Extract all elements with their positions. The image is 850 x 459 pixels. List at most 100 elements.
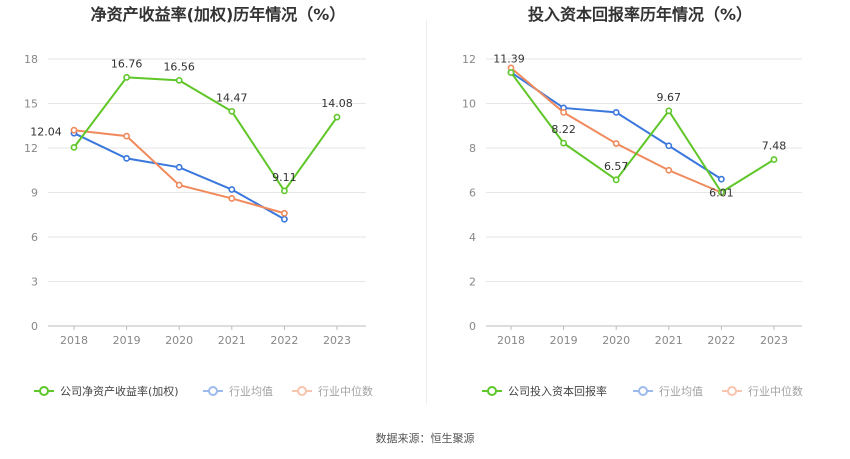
roe-point-industry_median[interactable] [123,132,130,140]
roe-x-tick-label: 2019 [113,334,141,347]
roe-y-tick-label: 9 [31,187,38,200]
roe-chart: 净资产收益率(加权)历年情况（%） 0 3 6 9 12 15 18 2018 2019 202… [24,5,373,398]
roic-legend-industry-median-label: 行业中位数 [748,384,803,398]
roic-y-tick-label: 10 [462,98,476,111]
roic-x-ticks: 2018 2019 2020 2021 2022 2023 [497,326,788,347]
roe-y-tick-label: 6 [31,231,38,244]
roe-x-tick-label: 2018 [60,334,88,347]
roe-series [70,73,341,223]
roic-data-label: 7.48 [762,140,787,153]
roe-point-industry_avg[interactable] [228,186,236,193]
roic-legend-company-label: 公司投入资本回报率 [508,384,607,398]
roic-data-labels: 11.39 8.22 6.57 9.67 6.01 7.48 [493,53,786,200]
roe-point-industry_median[interactable] [175,181,183,189]
roe-data-labels: 12.04 16.76 16.56 14.47 9.11 14.08 [30,57,353,183]
roe-point-company[interactable] [228,107,236,115]
roe-point-industry_avg[interactable] [175,163,183,171]
roic-y-ticks: 0 2 4 6 8 10 12 [462,53,476,333]
roe-x-ticks: 2018 2019 2020 2021 2022 2023 [60,326,351,347]
roe-legend-company[interactable]: 公司净资产收益率(加权) [34,384,179,398]
roic-y-tick-label: 4 [469,231,476,244]
roe-point-company[interactable] [70,144,78,151]
roe-series-line-company [73,76,338,193]
data-source: 数据来源：恒生聚源 [375,432,475,445]
roic-y-tick-label: 0 [469,320,476,333]
roic-x-tick-label: 2021 [655,334,683,347]
roic-legend-industry-avg[interactable]: 行业均值 [633,385,703,398]
roic-x-tick-label: 2023 [760,334,788,347]
roic-x-tick-label: 2020 [602,334,630,347]
roe-point-industry_median[interactable] [280,209,288,217]
roic-point-company[interactable] [612,176,620,184]
roic-legend-industry-median[interactable]: 行业中位数 [722,384,803,398]
roic-point-industry_avg[interactable] [665,142,673,150]
roic-data-label: 6.01 [709,186,734,199]
roic-point-company[interactable] [507,69,515,76]
roe-point-company[interactable] [280,187,288,195]
roe-data-label: 9.11 [272,171,297,184]
roic-series [507,64,778,196]
chart-divider [426,20,427,405]
roic-y-tick-label: 8 [469,142,476,155]
roe-y-ticks: 0 3 6 9 12 15 18 [24,53,38,333]
roe-legend-industry-avg[interactable]: 行业均值 [203,385,273,398]
roe-point-company[interactable] [333,113,341,121]
roic-point-company[interactable] [770,156,778,163]
roe-point-industry_median[interactable] [70,126,78,134]
roe-grid [48,58,366,327]
roe-series-line-industry_avg [73,132,285,221]
roic-point-company[interactable] [560,139,567,147]
roic-grid [486,58,802,327]
roe-point-industry_avg[interactable] [123,154,130,162]
roic-chart: 投入资本回报率历年情况（%） 0 2 4 6 8 10 12 2018 2019 2020 202… [462,5,803,398]
roe-x-tick-label: 2023 [323,334,351,347]
roic-legend-industry-avg-label: 行业均值 [659,385,703,398]
roe-x-tick-label: 2021 [218,334,246,347]
roe-point-industry_avg[interactable] [280,215,288,223]
roic-data-label: 9.67 [657,91,682,104]
roic-x-tick-label: 2019 [550,334,578,347]
roe-point-company[interactable] [175,76,183,84]
roe-legend-industry-avg-label: 行业均值 [229,385,273,398]
roe-point-company[interactable] [123,73,130,81]
roic-y-tick-label: 12 [462,53,476,66]
roe-legend[interactable]: 公司净资产收益率(加权) 行业均值 行业中位数 [34,384,373,398]
roe-data-label: 14.47 [216,91,248,104]
roic-point-industry_avg[interactable] [612,109,620,116]
roic-series-line-company [510,71,775,194]
roe-data-label: 16.76 [111,57,143,70]
roe-y-tick-label: 12 [24,142,38,155]
roic-point-industry_median[interactable] [560,109,567,116]
roe-legend-industry-median[interactable]: 行业中位数 [292,384,373,398]
roic-point-company[interactable] [665,107,673,115]
roe-y-tick-label: 15 [24,98,38,111]
roic-legend[interactable]: 公司投入资本回报率 行业均值 行业中位数 [482,384,803,398]
roic-point-company[interactable] [718,188,725,196]
roic-x-tick-label: 2022 [707,334,735,347]
roe-point-industry_median[interactable] [228,195,236,202]
roe-x-tick-label: 2020 [165,334,193,347]
roe-data-label: 12.04 [30,125,62,138]
roic-legend-company[interactable]: 公司投入资本回报率 [482,384,607,398]
roic-data-label: 6.57 [604,160,629,173]
roe-legend-company-label: 公司净资产收益率(加权) [60,384,179,398]
roic-y-tick-label: 2 [469,276,476,289]
roic-x-tick-label: 2018 [497,334,525,347]
roic-point-industry_median[interactable] [665,166,673,174]
roe-y-tick-label: 18 [24,53,38,66]
roic-series-line-industry_median [510,67,722,194]
roic-data-label: 11.39 [493,53,525,66]
roic-y-tick-label: 6 [469,187,476,200]
roic-point-industry_avg[interactable] [718,175,725,183]
roe-chart-title: 净资产收益率(加权)历年情况（%） [91,5,346,24]
roic-point-industry_median[interactable] [612,140,620,147]
roe-y-tick-label: 3 [31,276,38,289]
roic-data-label: 8.22 [551,123,576,136]
roe-y-tick-label: 0 [31,320,38,333]
roe-legend-industry-median-label: 行业中位数 [318,384,373,398]
roic-chart-title: 投入资本回报率历年情况（%） [528,5,752,24]
roe-x-tick-label: 2022 [270,334,298,347]
roe-data-label: 14.08 [321,97,353,110]
roe-data-label: 16.56 [163,60,195,73]
